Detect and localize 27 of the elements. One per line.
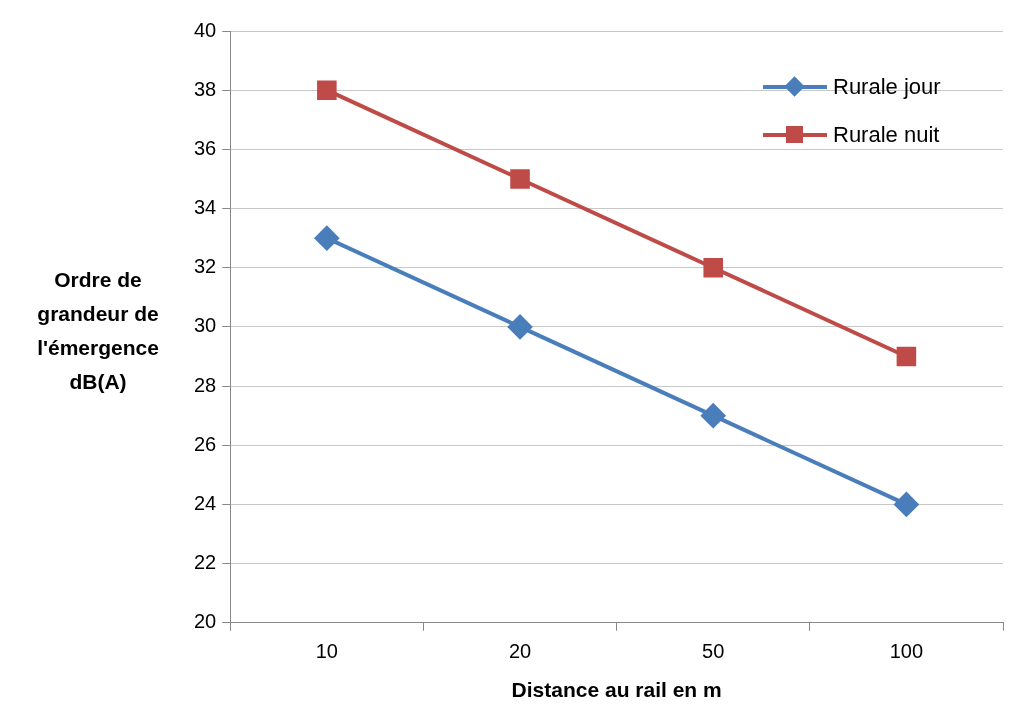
point	[510, 169, 530, 189]
point	[317, 80, 337, 100]
y-tick-label: 40	[194, 18, 217, 41]
legend-label: Rurale nuit	[833, 122, 940, 148]
x-tick-label: 50	[702, 640, 725, 663]
y-tick-label: 32	[194, 255, 217, 278]
x-tick-label: 100	[889, 640, 924, 663]
point	[703, 257, 723, 278]
x-axis-title: Distance au rail en m	[511, 678, 722, 702]
point	[896, 346, 917, 367]
legend-label: Rurale jour	[833, 74, 941, 100]
y-tick-label: 38	[194, 77, 217, 100]
point	[894, 492, 919, 517]
point	[314, 226, 339, 251]
y-tick-label: 36	[194, 136, 217, 159]
y-axis-title: Ordre de grandeur de l'émergence dB(A)	[36, 267, 160, 395]
y-tick-label: 30	[194, 314, 217, 337]
x-tick-label: 20	[508, 640, 532, 663]
y-tick-label: 26	[194, 432, 217, 455]
y-tick-label: 20	[194, 610, 217, 633]
y-tick-label: 28	[194, 373, 217, 396]
point	[508, 314, 533, 339]
x-tick-label: 10	[315, 640, 338, 663]
y-tick-label: 22	[194, 551, 217, 574]
point	[701, 403, 726, 428]
y-tick-label: 34	[194, 196, 217, 219]
y-tick-label: 24	[194, 491, 217, 514]
